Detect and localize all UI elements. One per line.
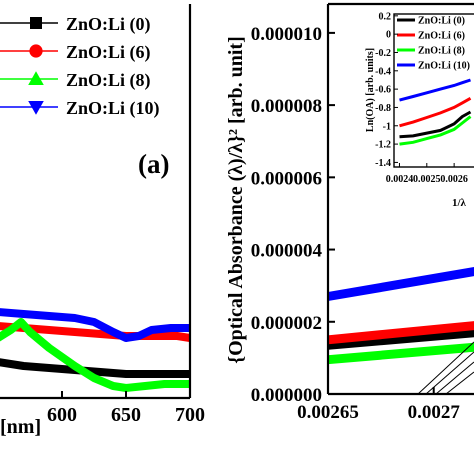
x-tick-label: 650 [111,404,141,426]
panel-label: (a) [138,149,169,179]
y-tick-label: 0.000006 [251,168,322,189]
inset-x-tick-label: 0.0026 [440,174,468,185]
series-line-zno-li-0 [327,328,474,350]
y-tick-label: 0.000008 [251,96,322,117]
inset-y-ticks: 0.2 0 -0.2 -0.4 -0.6 -0.8 -1 -1.2 -1.4 [375,11,398,169]
right-series-group [327,266,474,365]
inset-y-tick-label: -1.2 [375,140,391,151]
legend-label: ZnO:Li (10) [66,98,160,119]
inset-series-line-zno-li-8 [399,115,472,146]
inset-legend-label: ZnO:Li (6) [418,31,465,42]
legend-marker-zno-li-10 [28,101,44,115]
x-tick-label: 600 [47,404,77,426]
y-tick-label: 0.000000 [251,385,322,406]
right-y-ticks: 0.000000 0.000002 0.000004 0.000006 0.000008… [251,24,335,406]
legend-label: ZnO:Li (0) [66,14,151,35]
inset-y-tick-label: -1.4 [375,158,391,169]
inset-series-group [399,78,472,146]
y-tick-label: 0.000004 [251,241,323,262]
series-line-zno-li-8 [0,318,190,392]
legend-marker-zno-li-6 [29,44,43,58]
inset-x-axis-label: 1/λ [452,197,467,209]
series-line-zno-li-6 [327,321,474,345]
x-tick-label: 700 [175,404,205,426]
inset-series-line-zno-li-0 [399,110,472,139]
inset-x-ticks: 0.0024 0.0025 0.0026 [386,163,468,185]
legend-marker-zno-li-8 [28,71,44,85]
fit-lines [417,341,474,395]
inset-legend-label: ZnO:Li (10) [418,61,470,72]
inset-legend: ZnO:Li (0) ZnO:Li (6) ZnO:Li (8) ZnO:Li (10… [397,16,470,72]
inset-y-tick-label: -1 [383,121,391,132]
legend-marker-zno-li-0 [30,17,42,29]
series-line-zno-li-8 [327,342,474,365]
inset-y-tick-label: 0.2 [379,11,392,22]
right-panel: 0.000000 0.000002 0.000004 0.000006 0.000008… [225,2,474,423]
legend-label: ZnO:Li (8) [66,70,151,91]
left-x-axis-label: [nm] [0,416,41,438]
inset-chart: ZnO:Li (0) ZnO:Li (6) ZnO:Li (8) ZnO:Li (10… [365,11,474,209]
inset-legend-label: ZnO:Li (0) [418,16,465,27]
inset-series-line-zno-li-10 [399,78,471,102]
left-legend: ZnO:Li (0) ZnO:Li (6) ZnO:Li (8) ZnO:Li (10… [0,14,160,119]
left-series-group [0,308,191,392]
inset-y-tick-label: -0.6 [375,85,391,96]
inset-x-tick-label: 0.0024 [386,174,414,185]
legend-label: ZnO:Li (6) [66,42,151,63]
left-x-ticks: 600 650 700 [47,391,205,426]
right-y-axis-label: {Optical Absorbance (λ)/λ}² [arb. unit] [225,36,247,364]
y-tick-label: 0.000010 [251,24,322,45]
inset-y-tick-label: -0.4 [375,66,391,77]
x-tick-label: 0.00265 [297,402,359,423]
y-tick-label: 0.000002 [251,313,322,334]
inset-y-axis-label: Ln(OA) [arb. units] [365,48,376,132]
series-line-zno-li-10 [327,266,474,301]
series-line-zno-li-0 [0,358,190,378]
inset-y-tick-label: -0.8 [375,103,391,114]
right-x-ticks: 0.00265 0.0027 [297,387,460,423]
inset-y-tick-label: 0 [386,30,391,41]
inset-x-tick-label: 0.0025 [413,174,441,185]
x-tick-label: 0.0027 [408,402,461,423]
inset-legend-label: ZnO:Li (8) [418,46,465,57]
series-line-zno-li-10 [0,308,190,342]
left-panel: ZnO:Li (0) ZnO:Li (6) ZnO:Li (8) ZnO:Li (10… [0,4,205,438]
inset-series-line-zno-li-6 [399,96,472,128]
inset-y-tick-label: -0.2 [375,48,391,59]
